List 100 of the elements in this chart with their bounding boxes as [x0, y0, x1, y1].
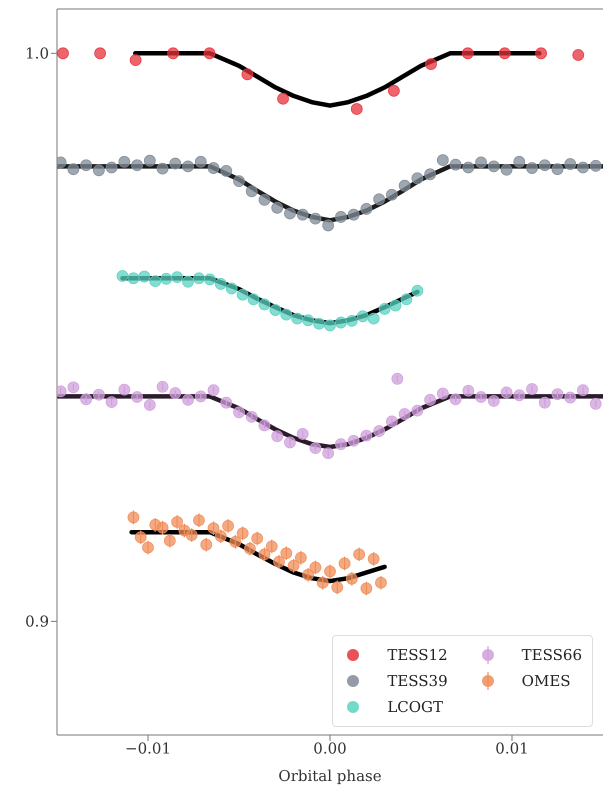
point: [182, 160, 194, 172]
point: [118, 156, 130, 168]
point: [204, 274, 216, 286]
point: [388, 84, 400, 97]
point: [128, 512, 140, 524]
point: [244, 542, 256, 555]
point: [335, 211, 347, 223]
point: [424, 394, 436, 406]
point: [226, 282, 238, 294]
point: [346, 572, 358, 585]
point: [156, 380, 168, 393]
point: [538, 159, 551, 172]
point: [296, 428, 309, 440]
point: [373, 193, 386, 206]
point: [411, 284, 424, 297]
point: [171, 516, 184, 528]
point: [156, 522, 168, 534]
point: [590, 160, 602, 172]
point: [280, 308, 292, 321]
point: [552, 388, 564, 400]
point: [322, 447, 334, 460]
legend-label: TESS39: [387, 672, 448, 690]
point: [353, 548, 366, 560]
point: [391, 372, 404, 385]
point: [436, 388, 449, 400]
point: [294, 552, 307, 564]
legend-label: TESS66: [522, 646, 582, 664]
point: [156, 162, 168, 175]
point: [222, 520, 234, 532]
point: [214, 278, 227, 290]
point: [92, 388, 105, 401]
point: [350, 103, 363, 115]
point: [149, 275, 162, 288]
point: [229, 536, 242, 548]
point: [258, 548, 270, 560]
point: [171, 271, 184, 284]
point: [118, 384, 130, 396]
point: [169, 387, 182, 399]
point: [138, 270, 150, 282]
point: [386, 188, 398, 201]
point: [193, 272, 205, 284]
point: [106, 162, 118, 174]
point: [241, 68, 254, 80]
point: [577, 384, 589, 396]
point: [488, 395, 500, 407]
point: [436, 154, 449, 166]
point: [335, 316, 347, 328]
point: [462, 162, 474, 174]
point: [194, 156, 207, 168]
point: [475, 391, 487, 403]
point: [316, 576, 329, 589]
point: [80, 159, 92, 172]
point: [142, 542, 154, 554]
point: [513, 389, 526, 402]
point: [375, 576, 387, 589]
point: [182, 394, 194, 406]
y-tick-label: 1.0: [25, 44, 49, 63]
point: [577, 162, 589, 174]
point: [233, 175, 245, 188]
point: [116, 270, 128, 282]
point: [526, 162, 538, 174]
point: [204, 47, 216, 60]
point: [386, 416, 398, 428]
legend-label: OMES: [522, 672, 571, 690]
point: [500, 386, 512, 398]
point: [131, 391, 143, 403]
point: [378, 303, 390, 315]
point: [280, 547, 292, 560]
point: [310, 562, 322, 574]
x-axis-title: Orbital phase: [278, 767, 382, 785]
point: [248, 293, 260, 306]
point: [169, 158, 182, 170]
point: [271, 202, 284, 214]
point: [424, 168, 436, 180]
point: [535, 47, 548, 60]
legend-label: TESS12: [387, 646, 448, 664]
point: [360, 430, 372, 442]
point: [67, 163, 80, 176]
point: [538, 396, 551, 409]
point: [411, 404, 424, 417]
point: [500, 164, 512, 176]
point: [450, 158, 462, 171]
point: [246, 185, 258, 198]
point: [258, 420, 270, 432]
point: [368, 552, 380, 565]
point: [324, 320, 336, 332]
point: [236, 527, 249, 540]
point: [220, 165, 232, 177]
point: [302, 314, 314, 326]
point: [220, 396, 232, 409]
point: [194, 390, 207, 402]
point: [360, 582, 372, 594]
point: [273, 556, 285, 568]
point: [590, 398, 602, 410]
point: [233, 406, 245, 418]
point: [236, 288, 249, 301]
point: [130, 54, 142, 66]
point: [356, 310, 369, 322]
x-tick-label: 0.01: [495, 740, 529, 758]
point: [310, 442, 322, 454]
